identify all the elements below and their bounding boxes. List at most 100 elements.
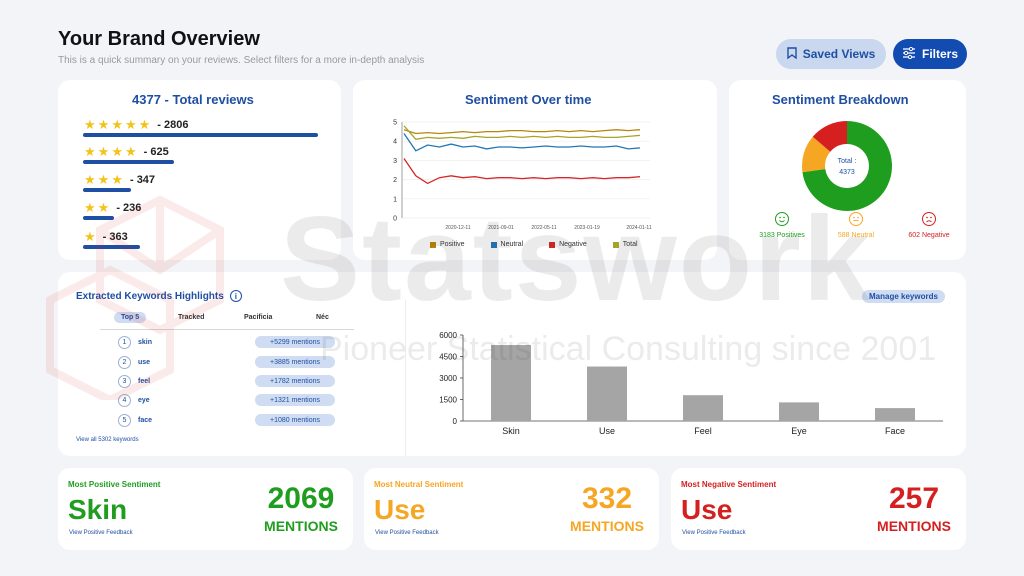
keyword-mentions: +3885 mentions <box>255 356 335 368</box>
star-icon: ★ <box>97 172 110 187</box>
keyword-word: face <box>138 416 153 424</box>
stat-link[interactable]: View Positive Feedback <box>375 530 439 536</box>
tab-nec[interactable]: Néc <box>316 314 329 321</box>
stat-number: 2069 <box>267 482 335 515</box>
filters-button[interactable]: Filters <box>893 39 967 69</box>
keyword-row[interactable]: 2 use +3885 mentions <box>118 355 348 369</box>
total-reviews-title: 4377 - Total reviews <box>132 92 254 107</box>
sentiment-breakdown-card <box>729 80 966 260</box>
bar-eye <box>779 402 819 421</box>
legend-neutral-swatch <box>490 241 497 248</box>
manage-keywords-button[interactable]: Manage keywords <box>862 290 945 303</box>
y-tick-label: 0 <box>393 216 397 223</box>
tab-pacificia[interactable]: Pacificia <box>244 314 273 321</box>
review-row-5-star: ★ ★ ★ ★ ★ - 2806 <box>84 118 188 131</box>
info-icon[interactable]: i <box>229 290 242 302</box>
stat-link[interactable]: View Positive Feedback <box>69 530 133 536</box>
stat-label: Most Negative Sentiment <box>681 480 777 489</box>
review-count: - 347 <box>129 173 156 186</box>
legend-neutral: Neutral <box>490 241 523 248</box>
legend-negative: Negative <box>549 241 587 248</box>
keyword-word: feel <box>138 377 151 385</box>
review-count: - 236 <box>116 201 142 214</box>
neutral-face: 588 Neutral <box>826 212 886 239</box>
y-tick-label: 3 <box>393 158 397 165</box>
stat-label: Most Neutral Sentiment <box>374 480 464 489</box>
view-all-keywords-link[interactable]: View all 5302 keywords <box>76 437 139 443</box>
bar-y-tick-label: 1500 <box>439 396 457 405</box>
review-row-3-star: ★ ★ ★ - 347 <box>84 173 155 186</box>
keyword-rank: 2 <box>118 355 131 369</box>
neutral-count: 588 Neutral <box>837 232 875 239</box>
legend-negative-label: Negative <box>559 241 587 248</box>
keyword-word: use <box>138 358 151 366</box>
x-tick-label: 2021-09-01 <box>488 225 514 230</box>
bar-y-tick-label: 0 <box>453 417 458 426</box>
star-icon: ★ <box>111 117 123 132</box>
review-row-2-star: ★ ★ - 236 <box>84 201 141 214</box>
saved-views-button[interactable]: Saved Views <box>776 39 886 69</box>
sentiment-over-time-title: Sentiment Over time <box>465 92 592 107</box>
y-tick-label: 5 <box>393 120 397 127</box>
stat-card <box>671 468 966 550</box>
keyword-mentions: +1080 mentions <box>255 414 335 426</box>
star-icon: ★ <box>84 200 96 215</box>
keyword-row[interactable]: 1 skin +5299 mentions <box>118 335 348 349</box>
total-reviews-card <box>58 80 341 260</box>
stat-number: 257 <box>888 482 940 515</box>
legend-positive: Positive <box>430 241 465 248</box>
stat-unit: MENTIONS <box>264 518 338 534</box>
keywords-divider <box>100 329 354 330</box>
keyword-row[interactable]: 3 feel +1782 mentions <box>118 374 348 388</box>
page-title: Your Brand Overview <box>58 28 260 50</box>
review-bar <box>83 245 140 249</box>
keywords-title-text: Extracted Keywords Highlights <box>76 290 224 302</box>
bar-category-label: Skin <box>502 426 520 436</box>
keyword-mentions: +1782 mentions <box>255 375 335 387</box>
stat-card <box>364 468 659 550</box>
legend-negative-swatch <box>549 241 556 248</box>
star-icon: ★ <box>97 200 110 215</box>
bar-category-label: Face <box>885 426 905 436</box>
review-bar <box>83 133 318 137</box>
review-bar <box>83 216 114 220</box>
star-icon: ★ <box>97 144 110 159</box>
stat-unit: MENTIONS <box>877 518 951 534</box>
donut-total-value: 4373 <box>839 169 855 176</box>
bar-feel <box>683 395 723 421</box>
page-subtitle: This is a quick summary on your reviews.… <box>58 55 425 66</box>
donut-slice-negative <box>812 121 847 152</box>
donut-total-label: Total : <box>837 158 857 165</box>
legend-total-swatch <box>612 241 619 248</box>
bar-face <box>875 408 915 421</box>
stat-link[interactable]: View Positive Feedback <box>682 530 746 536</box>
neutral-face-icon <box>849 212 863 226</box>
bar-y-tick-label: 6000 <box>439 331 457 340</box>
legend-positive-label: Positive <box>440 241 465 248</box>
x-tick-label: 2023-01-19 <box>574 225 600 230</box>
stat-word: Skin <box>68 494 128 525</box>
negative-face: 602 Negative <box>898 212 960 239</box>
keyword-mentions: +5299 mentions <box>255 336 335 348</box>
keyword-row[interactable]: 5 face +1080 mentions <box>118 413 348 427</box>
star-icon: ★ <box>84 117 96 132</box>
sentiment-breakdown-title: Sentiment Breakdown <box>772 92 909 107</box>
review-count: - 625 <box>143 145 169 158</box>
donut-slice-positive <box>802 121 892 211</box>
bar-category-label: Feel <box>694 426 712 436</box>
bookmark-icon <box>787 46 797 62</box>
tab-tracked[interactable]: Tracked <box>178 314 205 321</box>
series-line-negative <box>403 158 641 185</box>
keyword-mentions: +1321 mentions <box>255 394 335 406</box>
bar-skin <box>491 345 531 421</box>
star-icon: ★ <box>97 117 110 132</box>
star-icon: ★ <box>84 229 96 244</box>
stat-label: Most Positive Sentiment <box>68 480 161 489</box>
sliders-icon <box>902 46 916 62</box>
tab-top5[interactable]: Top 5 <box>114 312 147 323</box>
stat-word: Use <box>681 494 733 525</box>
sentiment-line-chart: 0 1 2 3 4 5 2020-12-11 2021-09-01 2022-05-11 2023… <box>393 120 652 231</box>
x-tick-label: 2022-05-11 <box>531 225 556 230</box>
keywords-vertical-divider <box>405 300 406 456</box>
keyword-row[interactable]: 4 eye +1321 mentions <box>118 393 348 407</box>
